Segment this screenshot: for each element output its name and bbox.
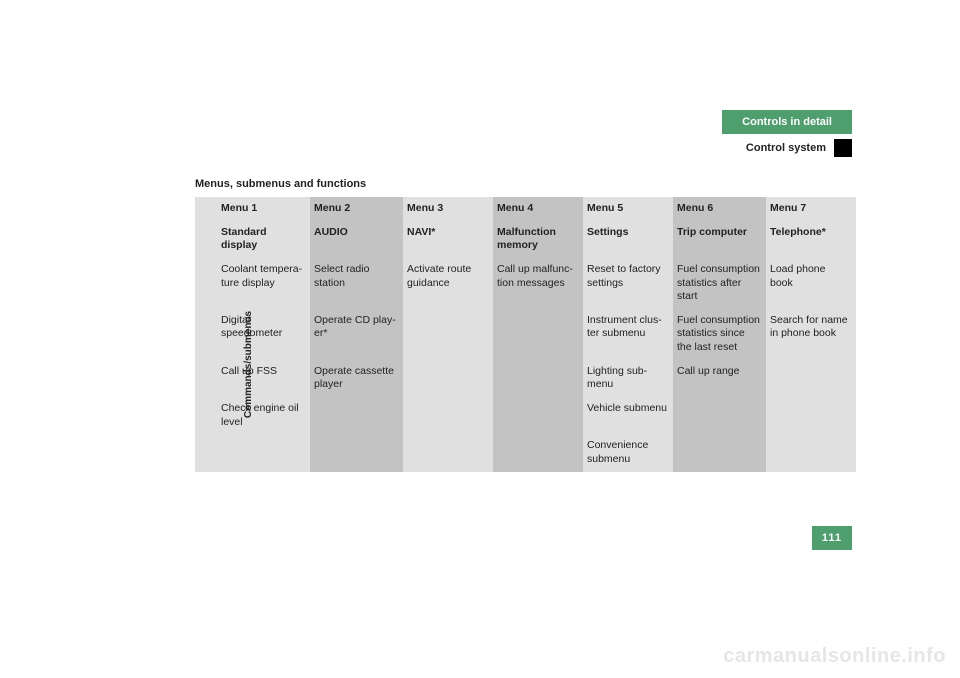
cell xyxy=(766,434,856,471)
watermark: carmanualsonline.info xyxy=(723,645,946,668)
cell xyxy=(493,434,583,471)
cell xyxy=(403,309,493,360)
cell: Fuel consumption statistics after start xyxy=(673,258,766,309)
cell xyxy=(403,397,493,434)
cell: Digital speedometer xyxy=(217,309,310,360)
cell xyxy=(493,360,583,397)
col-header: Menu 7 xyxy=(766,197,856,221)
table-row: Check engine oil lev­el Vehicle sub­menu xyxy=(195,397,856,434)
col-subheader: Trip computer xyxy=(673,221,766,258)
cell: Operate CD play­er* xyxy=(310,309,403,360)
cell: Activate route guidance xyxy=(403,258,493,309)
page-number: 111 xyxy=(812,526,852,550)
cell: Search for name in phone book xyxy=(766,309,856,360)
menus-table-container: Menu 1 Menu 2 Menu 3 Menu 4 Menu 5 Menu … xyxy=(195,197,845,472)
col-header: Menu 4 xyxy=(493,197,583,221)
cell xyxy=(310,434,403,471)
marker-block xyxy=(834,139,852,157)
table-row: Convenience submenu xyxy=(195,434,856,471)
side-label-cell: Commands/submenus xyxy=(195,258,217,472)
table-row: Call up FSS Operate cassette player Ligh… xyxy=(195,360,856,397)
col-subheader: Standard display xyxy=(217,221,310,258)
cell xyxy=(493,397,583,434)
cell xyxy=(403,360,493,397)
cell xyxy=(673,397,766,434)
cell xyxy=(310,397,403,434)
col-subheader: AUDIO xyxy=(310,221,403,258)
side-label: Commands/submenus xyxy=(242,311,255,418)
cell xyxy=(766,397,856,434)
cell: Instrument clus­ter submenu xyxy=(583,309,673,360)
corner-cell xyxy=(195,197,217,221)
table-body: Commands/submenus Coolant tempera­ture d… xyxy=(195,258,856,472)
col-subheader: Telephone* xyxy=(766,221,856,258)
col-subheader: Settings xyxy=(583,221,673,258)
subheading-row: Control system xyxy=(722,139,852,157)
subheading: Control system xyxy=(746,142,826,154)
cell xyxy=(766,360,856,397)
col-header: Menu 2 xyxy=(310,197,403,221)
corner-cell xyxy=(195,221,217,258)
cell xyxy=(493,309,583,360)
cell xyxy=(403,434,493,471)
col-header: Menu 3 xyxy=(403,197,493,221)
section-tab: Controls in detail xyxy=(722,110,852,134)
table-row: Digital speedometer Operate CD play­er* … xyxy=(195,309,856,360)
cell: Convenience submenu xyxy=(583,434,673,471)
col-header: Menu 1 xyxy=(217,197,310,221)
cell: Coolant tempera­ture display xyxy=(217,258,310,309)
cell xyxy=(217,434,310,471)
cell: Operate cassette player xyxy=(310,360,403,397)
menus-table: Menu 1 Menu 2 Menu 3 Menu 4 Menu 5 Menu … xyxy=(195,197,856,472)
cell: Reset to factory settings xyxy=(583,258,673,309)
table-row: Commands/submenus Coolant tempera­ture d… xyxy=(195,258,856,309)
col-subheader: NAVI* xyxy=(403,221,493,258)
cell xyxy=(673,434,766,471)
col-subheader: Malfunction memory xyxy=(493,221,583,258)
cell: Call up malfunc­tion messages xyxy=(493,258,583,309)
cell: Call up range xyxy=(673,360,766,397)
section-title: Menus, submenus and functions xyxy=(195,178,366,190)
col-header: Menu 6 xyxy=(673,197,766,221)
cell: Lighting sub­menu xyxy=(583,360,673,397)
cell: Vehicle sub­menu xyxy=(583,397,673,434)
header-row-1: Menu 1 Menu 2 Menu 3 Menu 4 Menu 5 Menu … xyxy=(195,197,856,221)
cell: Load phone book xyxy=(766,258,856,309)
cell: Select radio station xyxy=(310,258,403,309)
cell: Call up FSS xyxy=(217,360,310,397)
col-header: Menu 5 xyxy=(583,197,673,221)
page-header: Controls in detail Control system xyxy=(722,110,852,157)
table-head: Menu 1 Menu 2 Menu 3 Menu 4 Menu 5 Menu … xyxy=(195,197,856,258)
header-row-2: Standard display AUDIO NAVI* Malfunction… xyxy=(195,221,856,258)
cell: Check engine oil lev­el xyxy=(217,397,310,434)
cell: Fuel consumption statistics since the la… xyxy=(673,309,766,360)
